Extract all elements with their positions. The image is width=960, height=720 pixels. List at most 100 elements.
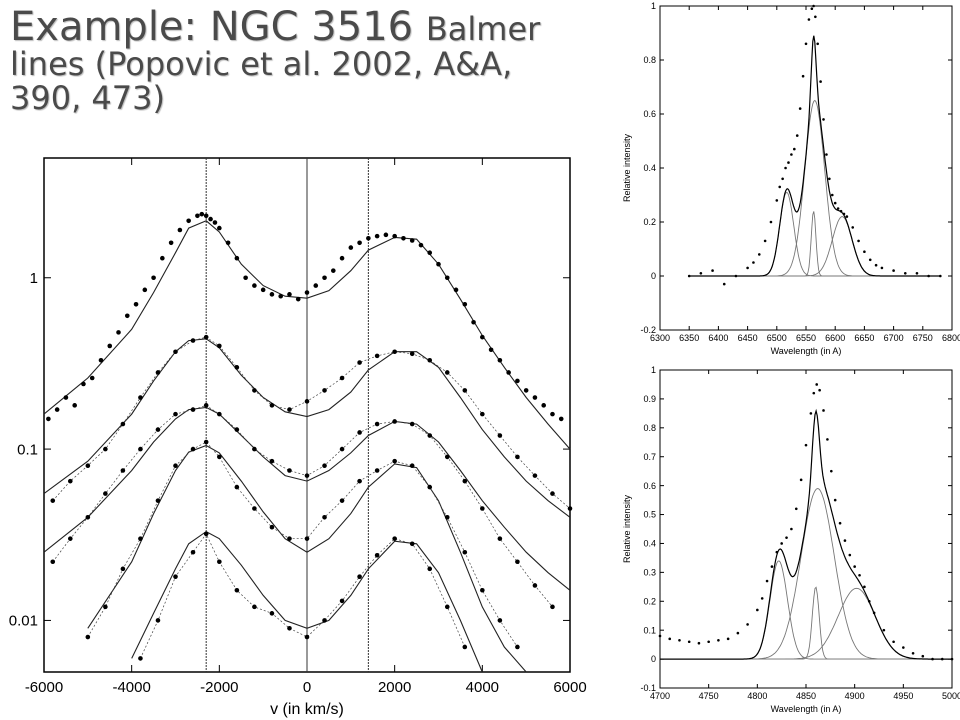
- observed-point: [843, 539, 847, 542]
- x-tick-label: -2000: [200, 679, 238, 696]
- gaussian-component-line: [660, 488, 952, 660]
- y-tick-label: 0: [651, 654, 656, 664]
- data-point: [107, 343, 113, 349]
- data-point: [427, 357, 433, 363]
- gaussian-component-line: [660, 586, 952, 660]
- x-tick-label: 6650: [854, 333, 874, 343]
- data-point: [339, 598, 345, 604]
- observed-point: [814, 15, 817, 19]
- data-point: [68, 536, 73, 541]
- observed-point: [790, 527, 793, 531]
- data-point: [541, 403, 546, 408]
- data-point: [480, 506, 485, 511]
- data-point: [462, 644, 468, 650]
- observed-point: [903, 272, 907, 275]
- observed-point: [812, 4, 815, 8]
- observed-point: [858, 573, 861, 577]
- data-point: [46, 416, 51, 422]
- data-point: [357, 360, 362, 365]
- observed-point: [810, 7, 814, 10]
- model-profile-line: [43, 406, 571, 591]
- data-point: [339, 498, 345, 503]
- observed-point: [678, 639, 681, 642]
- data-point: [392, 536, 397, 541]
- y-tick-label: 0.8: [643, 423, 656, 433]
- data-point: [252, 283, 257, 288]
- observed-point: [892, 640, 895, 644]
- data-point: [532, 395, 538, 400]
- data-point: [322, 463, 327, 468]
- data-point: [462, 388, 468, 393]
- data-point: [81, 381, 86, 387]
- data-point: [453, 287, 459, 293]
- data-point: [234, 255, 240, 261]
- data-point: [234, 365, 240, 370]
- observed-point: [781, 177, 784, 181]
- plot-frame: [659, 5, 953, 331]
- observed-point: [915, 272, 919, 275]
- observed-point: [939, 274, 942, 278]
- model-profile-line: [43, 338, 571, 518]
- data-point: [243, 275, 248, 281]
- data-point: [85, 634, 91, 640]
- data-point: [532, 583, 538, 588]
- x-tick-label: 4000: [466, 679, 499, 696]
- data-point: [190, 549, 196, 555]
- observed-point: [787, 161, 790, 164]
- observed-point: [863, 585, 866, 589]
- observed-point: [836, 207, 840, 210]
- observed-point: [826, 438, 829, 441]
- data-point: [339, 255, 345, 261]
- data-point: [234, 587, 240, 593]
- gaussian-component-line: [689, 191, 941, 277]
- gaussian-component-line: [689, 99, 941, 277]
- observed-profile-line: [140, 533, 466, 659]
- observed-point: [784, 166, 787, 170]
- data-point: [339, 375, 345, 381]
- x-tick-label: 4900: [845, 691, 865, 701]
- x-tick-label: 4750: [699, 691, 719, 701]
- observed-point: [819, 80, 822, 83]
- x-tick-label: 6300: [650, 333, 670, 343]
- data-point: [103, 604, 108, 610]
- x-tick-label: 6450: [738, 333, 758, 343]
- data-point: [462, 478, 468, 484]
- observed-point: [722, 282, 726, 286]
- data-point: [409, 541, 415, 547]
- data-point: [269, 403, 275, 408]
- observed-point: [950, 657, 954, 661]
- data-point: [480, 334, 485, 340]
- observed-point: [746, 266, 749, 270]
- observed-point: [804, 443, 808, 447]
- observed-point: [699, 272, 703, 275]
- data-point: [252, 506, 257, 511]
- observed-point: [874, 263, 878, 267]
- data-point: [392, 419, 397, 424]
- data-point: [515, 644, 520, 650]
- data-point: [401, 235, 406, 241]
- data-point: [418, 242, 424, 248]
- x-tick-label: 6400: [708, 333, 728, 343]
- observed-point: [793, 147, 796, 151]
- observed-point: [833, 201, 837, 205]
- observed-point: [765, 579, 769, 583]
- data-point: [203, 334, 209, 340]
- model-profile-line: [87, 444, 527, 673]
- data-point: [63, 395, 69, 400]
- data-point: [173, 349, 178, 355]
- total-fit-line: [689, 35, 941, 277]
- data-point: [177, 227, 183, 233]
- observed-point: [830, 469, 833, 473]
- data-point: [550, 491, 555, 496]
- observed-point: [734, 274, 738, 278]
- data-point: [142, 287, 148, 293]
- observed-point: [818, 388, 821, 392]
- data-point: [409, 238, 415, 243]
- data-point: [313, 283, 319, 288]
- x-tick-label: 2000: [378, 679, 411, 696]
- gaussian-component-line: [660, 587, 952, 660]
- y-tick-label: 0.2: [643, 596, 656, 606]
- data-point: [322, 618, 327, 623]
- data-point: [558, 416, 564, 422]
- observed-point: [711, 269, 714, 272]
